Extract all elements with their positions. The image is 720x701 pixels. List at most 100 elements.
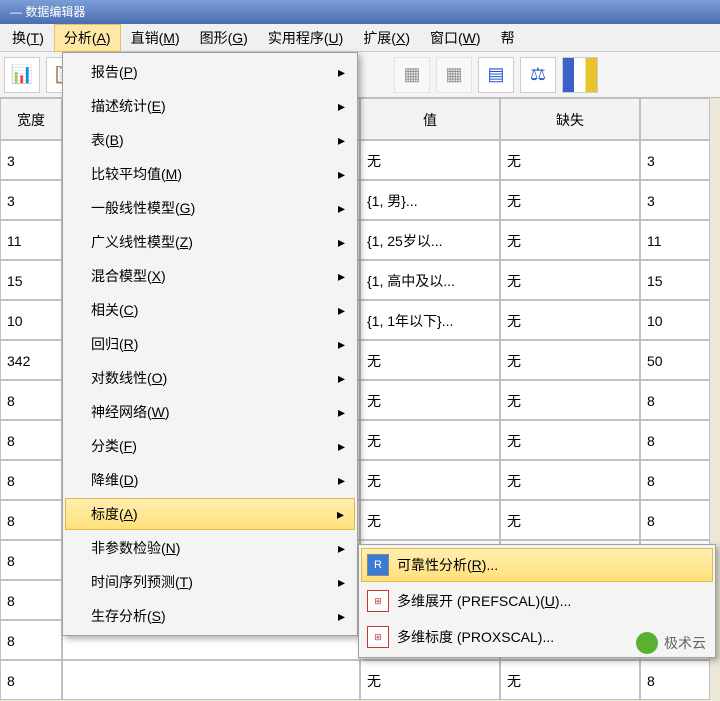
cell-width[interactable]: 8 [0,580,62,620]
chevron-right-icon: ▸ [338,404,345,421]
cell-missing[interactable]: 无 [500,500,640,540]
table-row[interactable]: 8无无8 [0,660,720,700]
cell-width[interactable]: 8 [0,620,62,660]
cell-last[interactable]: 3 [640,180,710,220]
menu-A[interactable]: 分析(A) [54,24,121,52]
col-value[interactable]: 值 [360,98,500,140]
analyze-menu[interactable]: 报告(P)▸描述统计(E)▸表(B)▸比较平均值(M)▸一般线性模型(G)▸广义… [62,52,358,636]
tool-disabled2-icon: ▦ [436,57,472,93]
cell-width[interactable]: 11 [0,220,62,260]
cell-last[interactable]: 11 [640,220,710,260]
cell-value[interactable]: 无 [360,340,500,380]
col-width[interactable]: 宽度 [0,98,62,140]
cell-missing[interactable]: 无 [500,260,640,300]
title-strip: — 数据编辑器 [0,0,720,24]
reliability-icon: R [367,554,389,576]
scale-item[interactable]: R可靠性分析(R)... [361,548,713,582]
cell-width[interactable]: 342 [0,340,62,380]
cell-value[interactable]: 无 [360,460,500,500]
wechat-icon [636,632,658,654]
tool-open-icon[interactable]: 📊 [4,57,40,93]
tool-disabled1-icon: ▦ [394,57,430,93]
cell-width[interactable]: 8 [0,540,62,580]
analyze-item-t[interactable]: 时间序列预测(T)▸ [65,565,355,599]
tool-scale-icon[interactable]: ⚖ [520,57,556,93]
cell-last[interactable]: 8 [640,420,710,460]
watermark-text: 极术云 [664,633,706,653]
cell-value[interactable]: 无 [360,140,500,180]
chevron-right-icon: ▸ [338,370,345,387]
analyze-item-o[interactable]: 对数线性(O)▸ [65,361,355,395]
chevron-right-icon: ▸ [338,64,345,81]
cell-missing[interactable]: 无 [500,140,640,180]
cell-width[interactable]: 8 [0,460,62,500]
cell-missing[interactable]: 无 [500,660,640,700]
cell-width[interactable]: 10 [0,300,62,340]
menu-help[interactable]: 帮 [491,24,525,52]
cell-value[interactable]: {1, 1年以下}... [360,300,500,340]
cell-width[interactable]: 8 [0,500,62,540]
cell-value[interactable]: 无 [360,420,500,460]
cell-value[interactable]: 无 [360,500,500,540]
cell-value[interactable]: 无 [360,660,500,700]
menu-U[interactable]: 实用程序(U) [258,24,353,52]
scale-item[interactable]: ⊞多维展开 (PREFSCAL)(U)... [361,583,713,619]
chevron-right-icon: ▸ [338,166,345,183]
col-last[interactable] [640,98,710,140]
analyze-item-r[interactable]: 回归(R)▸ [65,327,355,361]
cell-value[interactable]: {1, 25岁以... [360,220,500,260]
menu-T[interactable]: 换(T) [2,24,54,52]
analyze-item-b[interactable]: 表(B)▸ [65,123,355,157]
cell-width[interactable]: 8 [0,420,62,460]
cell-value[interactable]: {1, 高中及以... [360,260,500,300]
analyze-item-n[interactable]: 非参数检验(N)▸ [65,531,355,565]
cell-missing[interactable]: 无 [500,380,640,420]
analyze-item-a[interactable]: 标度(A)▸ [65,498,355,530]
cell-hidden [62,660,360,700]
analyze-item-p[interactable]: 报告(P)▸ [65,55,355,89]
chevron-right-icon: ▸ [338,608,345,625]
menu-M[interactable]: 直销(M) [121,24,190,52]
cell-missing[interactable]: 无 [500,220,640,260]
analyze-item-w[interactable]: 神经网络(W)▸ [65,395,355,429]
menubar: 换(T)分析(A)直销(M)图形(G)实用程序(U)扩展(X)窗口(W)帮 [0,24,720,52]
cell-width[interactable]: 3 [0,140,62,180]
cell-last[interactable]: 15 [640,260,710,300]
cell-missing[interactable]: 无 [500,340,640,380]
analyze-item-z[interactable]: 广义线性模型(Z)▸ [65,225,355,259]
cell-width[interactable]: 8 [0,380,62,420]
col-missing[interactable]: 缺失 [500,98,640,140]
chevron-right-icon: ▸ [338,234,345,251]
cell-missing[interactable]: 无 [500,420,640,460]
analyze-item-e[interactable]: 描述统计(E)▸ [65,89,355,123]
cell-missing[interactable]: 无 [500,180,640,220]
analyze-item-x[interactable]: 混合模型(X)▸ [65,259,355,293]
analyze-item-s[interactable]: 生存分析(S)▸ [65,599,355,633]
cell-missing[interactable]: 无 [500,460,640,500]
chevron-right-icon: ▸ [338,472,345,489]
tool-bars-icon[interactable] [562,57,598,93]
chevron-right-icon: ▸ [338,200,345,217]
analyze-item-f[interactable]: 分类(F)▸ [65,429,355,463]
tool-grid-icon[interactable]: ▤ [478,57,514,93]
cell-width[interactable]: 3 [0,180,62,220]
cell-last[interactable]: 10 [640,300,710,340]
analyze-item-c[interactable]: 相关(C)▸ [65,293,355,327]
menu-W[interactable]: 窗口(W) [420,24,491,52]
cell-last[interactable]: 8 [640,660,710,700]
cell-value[interactable]: {1, 男}... [360,180,500,220]
cell-value[interactable]: 无 [360,380,500,420]
cell-last[interactable]: 50 [640,340,710,380]
analyze-item-m[interactable]: 比较平均值(M)▸ [65,157,355,191]
cell-last[interactable]: 8 [640,500,710,540]
analyze-item-g[interactable]: 一般线性模型(G)▸ [65,191,355,225]
menu-G[interactable]: 图形(G) [190,24,258,52]
cell-missing[interactable]: 无 [500,300,640,340]
cell-last[interactable]: 8 [640,380,710,420]
cell-last[interactable]: 3 [640,140,710,180]
cell-width[interactable]: 15 [0,260,62,300]
analyze-item-d[interactable]: 降维(D)▸ [65,463,355,497]
cell-width[interactable]: 8 [0,660,62,700]
menu-X[interactable]: 扩展(X) [353,24,420,52]
cell-last[interactable]: 8 [640,460,710,500]
